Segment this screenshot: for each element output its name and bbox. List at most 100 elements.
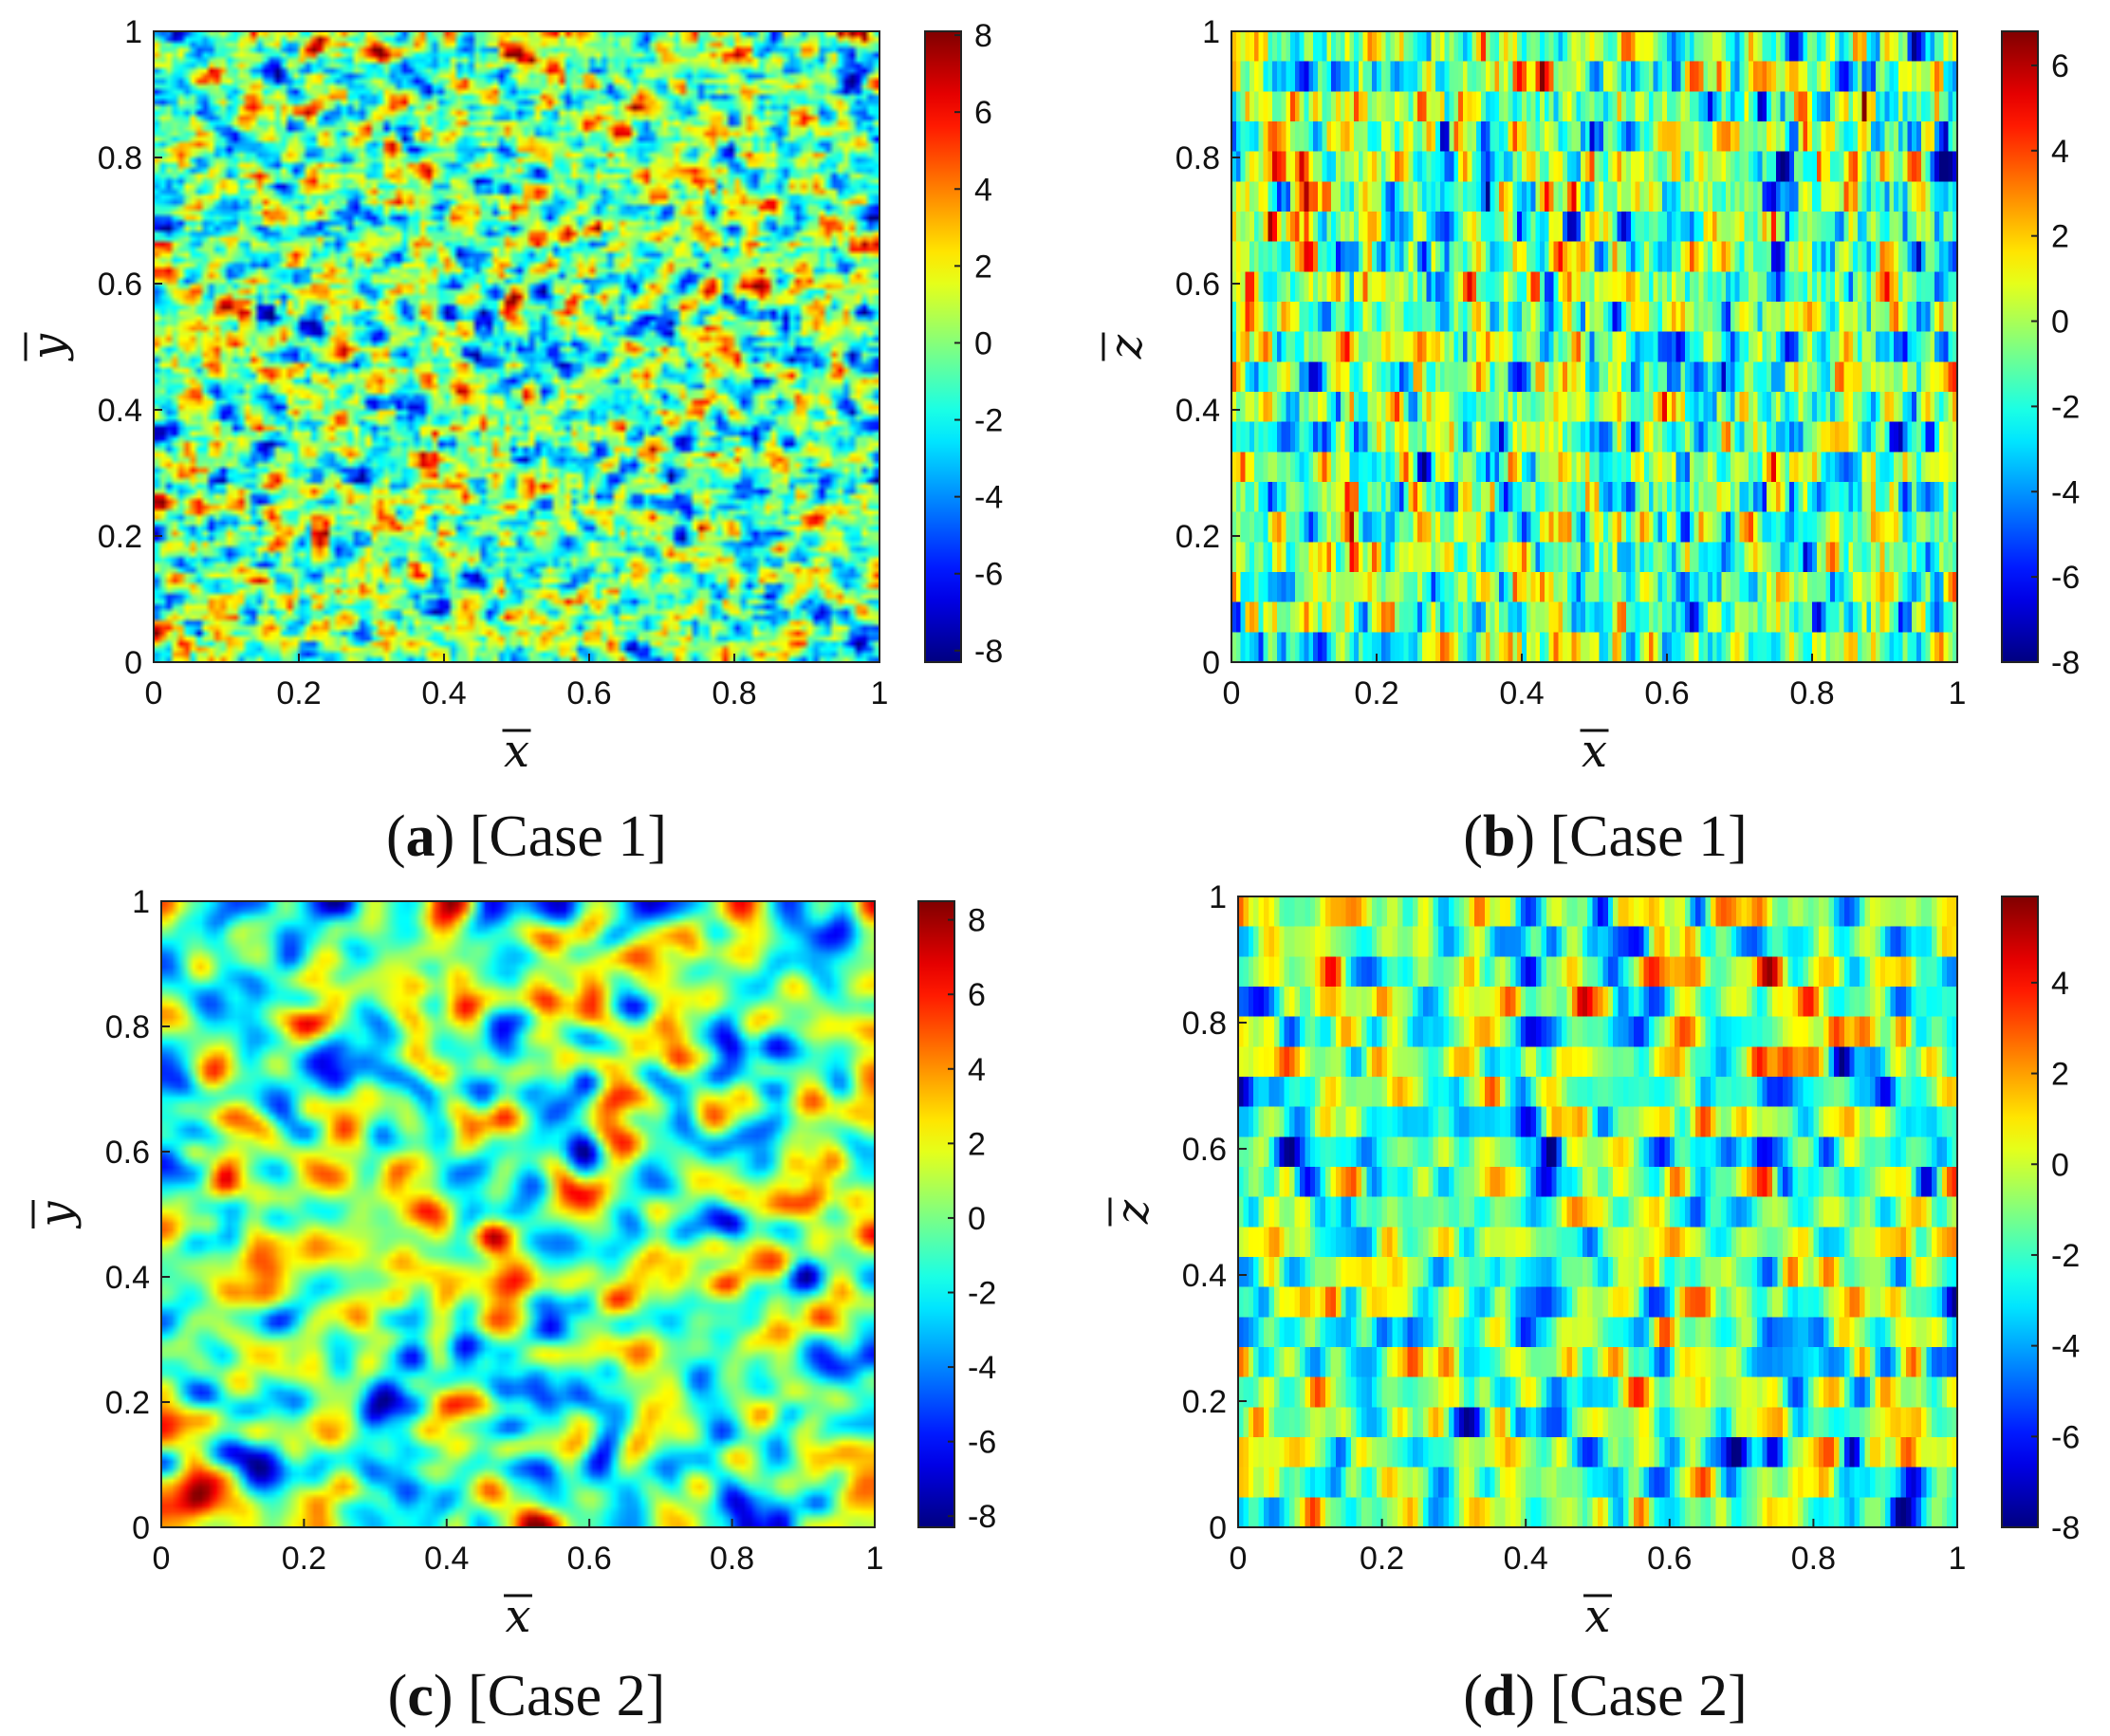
y-tick-label: 0.6 (1182, 1132, 1227, 1168)
plot-frame (160, 900, 876, 1528)
y-tick-label: 0 (1209, 1510, 1227, 1546)
colorbar (2001, 30, 2039, 663)
colorbar-tick-label: 0 (974, 325, 992, 361)
x-tick-label: 0.2 (1354, 675, 1398, 711)
y-tick-label: 0.2 (98, 519, 142, 555)
colorbar-tick-label: 0 (2051, 1147, 2069, 1183)
panel-d: 0 0.2 0.4 0.6 0.8 1 0 0.2 0.4 0.6 0.8 1 x z -8 -6 -4 -2 0 2… (1106, 879, 2080, 1728)
y-axis-label: z (1100, 334, 1153, 360)
plot-frame (1231, 30, 1958, 663)
x-tick-label: 0.8 (712, 675, 756, 711)
colorbar-tick-label: 2 (2051, 1057, 2069, 1093)
heatmap-d (1238, 896, 1957, 1527)
colorbar-tick-label: -2 (974, 403, 1003, 439)
x-tick-label: 1 (1949, 1541, 1967, 1577)
colorbar (917, 900, 955, 1528)
x-tick-label: 0.4 (1499, 675, 1544, 711)
colorbar-tick-label: -8 (974, 634, 1003, 670)
colorbar-tick-label: 2 (974, 249, 992, 285)
caption-letter: d (1483, 1664, 1515, 1728)
heatmap-c (161, 901, 875, 1527)
x-tick-label: 0.8 (710, 1541, 754, 1577)
panel-caption: (c) [Case 2] (388, 1664, 666, 1728)
colorbar-tick-label: -6 (968, 1425, 996, 1461)
y-axis-label: z (1106, 1199, 1159, 1225)
panel-caption: (b) [Case 1] (1463, 804, 1748, 869)
panel-caption: (a) [Case 1] (386, 804, 667, 869)
x-tick-label: 0.6 (567, 1541, 612, 1577)
y-tick-label: 0.8 (105, 1009, 150, 1045)
y-tick-label: 0.4 (1182, 1258, 1227, 1294)
colorbar (924, 30, 962, 663)
x-tick-label: 0.2 (1360, 1541, 1404, 1577)
y-tick-label: 0 (1202, 645, 1220, 681)
colorbar-tick-label: -6 (2051, 560, 2080, 596)
y-tick-label: 0.8 (98, 140, 142, 176)
colorbar-tick-label: 2 (2051, 219, 2069, 255)
x-axis-label: x (1584, 1590, 1610, 1643)
y-tick-label: 1 (1209, 879, 1227, 915)
y-tick-label: 1 (1202, 14, 1220, 50)
x-tick-label: 0.6 (1647, 1541, 1692, 1577)
colorbar-tick-label: 8 (974, 18, 992, 54)
y-tick-label: 0 (124, 645, 142, 681)
colorbar-tick-label: -6 (2051, 1419, 2080, 1455)
colorbar-tick-label: -4 (2051, 474, 2080, 510)
caption-letter: b (1483, 804, 1515, 869)
x-tick-label: 0 (153, 1541, 171, 1577)
colorbar-tick-label: 0 (968, 1201, 986, 1237)
x-tick-label: 1 (1949, 675, 1967, 711)
caption-text: [Case 1] (470, 804, 667, 869)
y-tick-label: 0.4 (98, 393, 142, 429)
colorbar-tick-label: -4 (974, 480, 1003, 516)
y-tick-label: 0.4 (1175, 393, 1220, 429)
colorbar-tick-label: 2 (968, 1126, 986, 1162)
x-tick-label: 0 (145, 675, 163, 711)
colorbar-tick-label: -8 (2051, 645, 2080, 681)
colorbar-tick-label: -2 (2051, 1238, 2080, 1274)
x-tick-label: 1 (871, 675, 889, 711)
colorbar-tick-label: -8 (2051, 1510, 2080, 1546)
y-tick-label: 0.2 (1175, 519, 1220, 555)
colorbar-tick-label: 6 (974, 95, 992, 131)
y-tick-label: 0.6 (105, 1135, 150, 1171)
caption-text: [Case 2] (468, 1664, 665, 1728)
heatmap-a (154, 31, 879, 662)
y-tick-label: 1 (132, 884, 150, 920)
x-axis-label: x (504, 725, 529, 778)
colorbar-tick-label: 0 (2051, 305, 2069, 341)
colorbar-tick-label: -2 (968, 1276, 996, 1312)
colorbar-tick-label: -2 (2051, 389, 2080, 425)
x-tick-label: 0.8 (1791, 1541, 1836, 1577)
y-tick-label: 0.2 (105, 1385, 150, 1421)
panel-b: 0 0.2 0.4 0.6 0.8 1 0 0.2 0.4 0.6 0.8 1 x z -8 -6 -4 -2 0 2… (1100, 14, 2080, 869)
colorbar-tick-label: -8 (968, 1499, 996, 1535)
caption-letter: c (407, 1664, 434, 1728)
colorbar-tick-label: 4 (968, 1052, 986, 1088)
plot-frame (153, 30, 880, 663)
y-axis-label: y (22, 333, 75, 361)
colorbar-tick-label: -6 (974, 557, 1003, 593)
colorbar-tick-label: 6 (2051, 48, 2069, 84)
y-tick-label: 1 (124, 14, 142, 50)
x-axis-label: x (505, 1590, 530, 1643)
x-tick-label: 0 (1223, 675, 1241, 711)
plot-frame (1237, 896, 1958, 1528)
y-tick-label: 0 (132, 1510, 150, 1546)
y-tick-label: 0.6 (98, 267, 142, 303)
colorbar-tick-label: 4 (2051, 134, 2069, 170)
caption-letter: a (406, 804, 435, 869)
panel-a: 0 0.2 0.4 0.6 0.8 1 0 0.2 0.4 0.6 0.8 1 x y -8 -6 -4 -2 0 2… (22, 14, 1003, 869)
colorbar-tick-label: 8 (968, 903, 986, 939)
colorbar-tick-label: 6 (968, 977, 986, 1013)
colorbar-tick-label: 4 (974, 172, 992, 208)
y-axis-label: y (29, 1201, 83, 1229)
panel-c: 0 0.2 0.4 0.6 0.8 1 0 0.2 0.4 0.6 0.8 1 x y -8 -6 -4 -2 0 2… (29, 884, 996, 1728)
heatmap-b (1231, 31, 1957, 662)
panel-caption: (d) [Case 2] (1463, 1664, 1748, 1728)
colorbar-tick-label: -4 (968, 1350, 996, 1386)
y-tick-label: 0.4 (105, 1260, 150, 1296)
x-tick-label: 0.8 (1789, 675, 1834, 711)
caption-text: [Case 1] (1549, 804, 1747, 869)
